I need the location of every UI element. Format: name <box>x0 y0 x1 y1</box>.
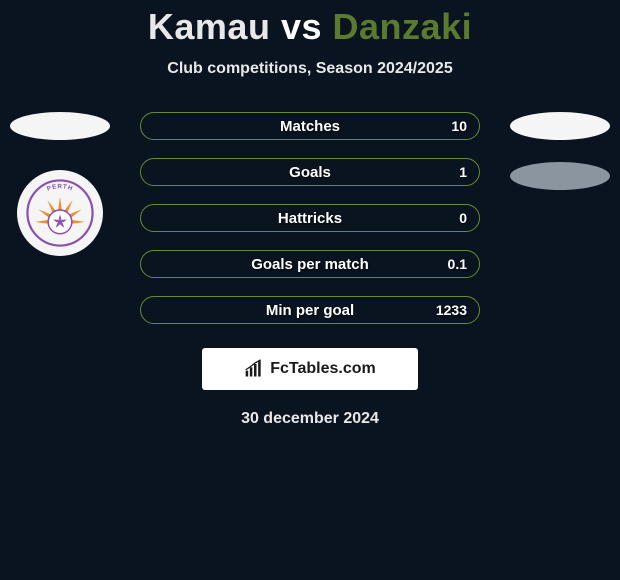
player2-club-placeholder <box>510 162 610 190</box>
stat-right-value: 1233 <box>436 302 467 318</box>
right-side-column <box>510 112 610 190</box>
stat-label: Goals per match <box>251 256 369 273</box>
content-area: PERTH Matches 10 Goals 1 Hattricks <box>0 112 620 428</box>
player1-club-badge: PERTH <box>17 170 103 256</box>
player2-photo-placeholder <box>510 112 610 140</box>
chart-bars-icon <box>244 359 264 379</box>
player2-name: Danzaki <box>333 6 473 47</box>
brand-box: FcTables.com <box>202 348 418 390</box>
stat-right-value: 0 <box>459 210 467 226</box>
stat-bar-goals: Goals 1 <box>140 158 480 186</box>
stat-right-value: 0.1 <box>448 256 467 272</box>
perth-glory-badge-icon: PERTH <box>23 176 97 250</box>
brand-text: FcTables.com <box>270 360 376 378</box>
left-side-column: PERTH <box>10 112 110 256</box>
stat-label: Min per goal <box>266 302 354 319</box>
stat-label: Matches <box>280 118 340 135</box>
vs-text: vs <box>281 6 322 47</box>
stat-bar-goals-per-match: Goals per match 0.1 <box>140 250 480 278</box>
stat-right-value: 1 <box>459 164 467 180</box>
stat-bar-min-per-goal: Min per goal 1233 <box>140 296 480 324</box>
player1-photo-placeholder <box>10 112 110 140</box>
stat-bar-hattricks: Hattricks 0 <box>140 204 480 232</box>
stat-label: Hattricks <box>278 210 342 227</box>
stat-right-value: 10 <box>451 118 467 134</box>
comparison-card: Kamau vs Danzaki Club competitions, Seas… <box>0 0 620 580</box>
stat-label: Goals <box>289 164 331 181</box>
stat-bar-matches: Matches 10 <box>140 112 480 140</box>
subtitle: Club competitions, Season 2024/2025 <box>0 60 620 78</box>
player1-name: Kamau <box>148 6 271 47</box>
date-text: 30 december 2024 <box>0 410 620 428</box>
page-title: Kamau vs Danzaki <box>0 0 620 48</box>
stat-bars: Matches 10 Goals 1 Hattricks 0 Goals per… <box>140 112 480 324</box>
